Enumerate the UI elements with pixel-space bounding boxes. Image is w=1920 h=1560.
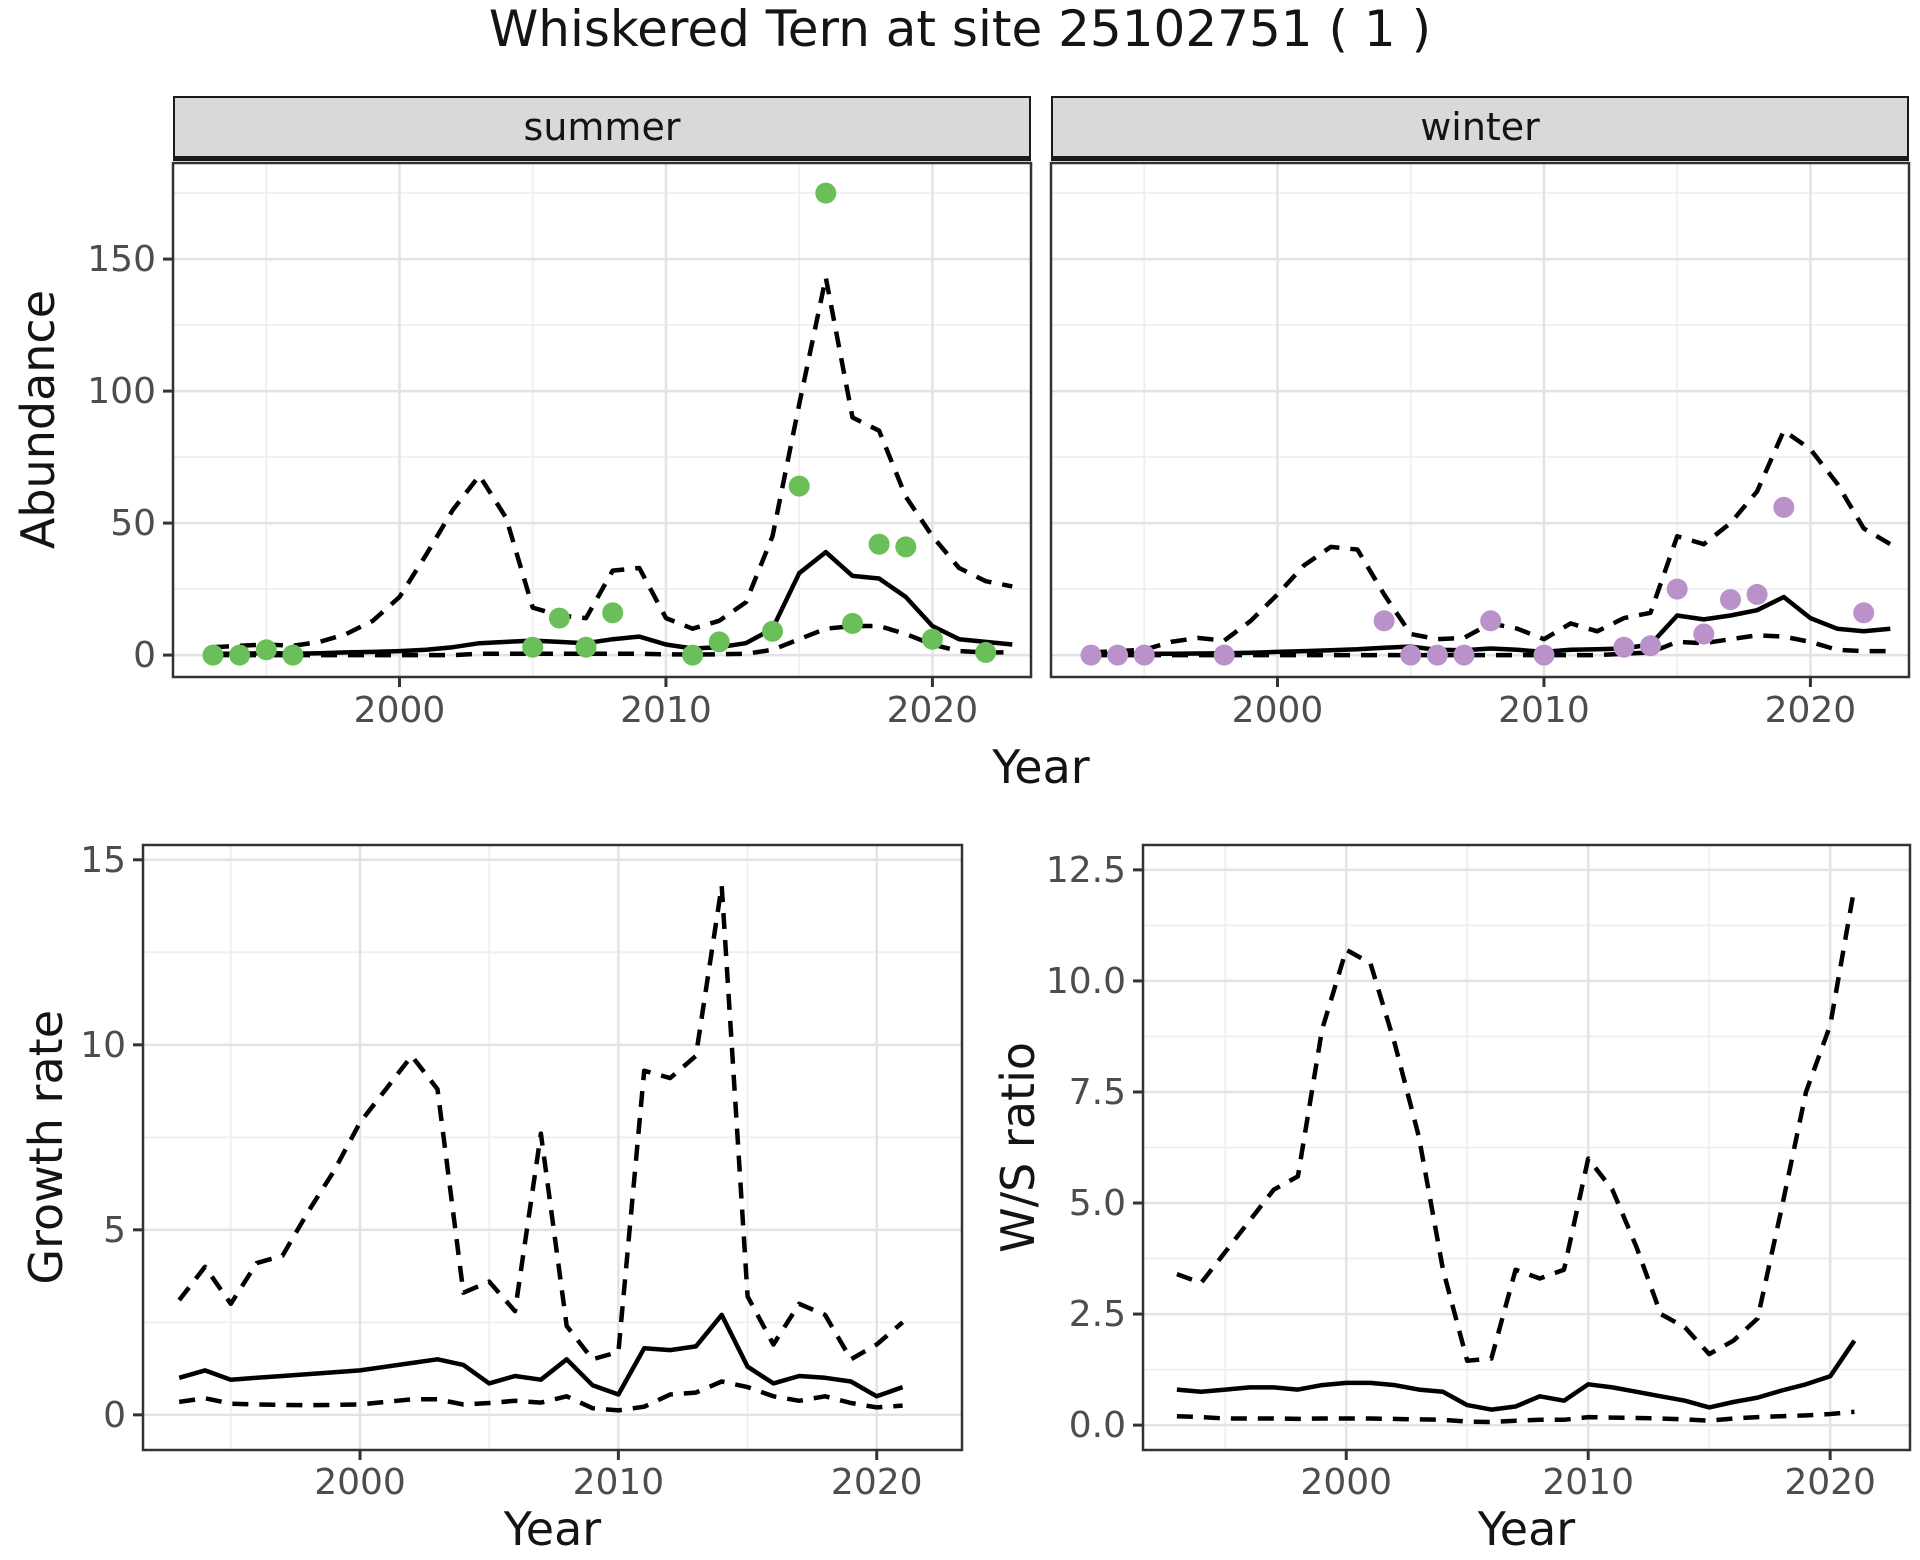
- abundance-summer-observed-point: [522, 636, 544, 658]
- y-tick-label: 15: [80, 840, 126, 881]
- x-tick-label: 2020: [887, 690, 979, 731]
- abundance-summer-observed-point: [868, 533, 890, 555]
- abundance-winter-observed-point: [1853, 602, 1875, 624]
- ws-ratio-lower_95ci-line: [1176, 1409, 1855, 1425]
- y-tick-label: 7.5: [1069, 1072, 1126, 1113]
- x-tick-label: 2000: [1300, 1462, 1392, 1503]
- page-title: Whiskered Tern at site 25102751 ( 1 ): [488, 0, 1432, 58]
- x-tick-label: 2000: [314, 1462, 406, 1503]
- growth-rate-estimate-line: [178, 1312, 904, 1399]
- facet-strip-summer-label: summer: [523, 105, 681, 149]
- y-tick-label: 5: [103, 1210, 126, 1251]
- abundance-summer-observed-point: [762, 620, 783, 642]
- y-tick-label: 0.0: [1069, 1405, 1126, 1446]
- y-tick-label: 10: [80, 1025, 126, 1066]
- abundance-winter-panel-border: [1049, 161, 1911, 679]
- y-tick-label: 150: [87, 239, 156, 280]
- abundance-winter-observed-point: [1133, 644, 1155, 666]
- abundance-winter-observed-point: [1720, 589, 1741, 611]
- abundance-summer-observed-point: [708, 631, 730, 653]
- y-tick-label: 2.5: [1069, 1294, 1126, 1335]
- abundance-winter-observed-point: [1480, 610, 1502, 632]
- abundance-winter-observed-point: [1426, 644, 1448, 666]
- ws-ratio-axis-title: W/S ratio: [991, 1042, 1045, 1253]
- abundance-winter-observed-point: [1773, 496, 1795, 518]
- y-tick-label: 0: [103, 1395, 126, 1436]
- abundance-summer-observed-point: [255, 639, 277, 661]
- y-tick-label: 5.0: [1069, 1183, 1126, 1224]
- abundance-summer-upper_95ci-line: [212, 275, 1013, 650]
- abundance-winter-observed-point: [1613, 636, 1635, 658]
- bottom-left-year-axis-title: Year: [503, 1502, 602, 1556]
- abundance-winter-observed-point: [1213, 644, 1235, 666]
- abundance-summer-observed-point: [842, 612, 863, 634]
- facet-strip-summer: summer: [173, 96, 1031, 161]
- facet-strip-winter: winter: [1051, 96, 1909, 161]
- x-tick-label: 2000: [354, 690, 446, 731]
- y-tick-label: 50: [110, 503, 156, 544]
- abundance-summer-observed-point: [975, 641, 997, 663]
- abundance-winter-observed-point: [1533, 644, 1555, 666]
- x-tick-label: 2020: [1784, 1462, 1876, 1503]
- abundance-winter-observed-point: [1693, 623, 1715, 645]
- growth-rate-panel-border: [141, 843, 964, 1452]
- abundance-winter-observed-point: [1666, 578, 1688, 600]
- abundance-winter-observed-point: [1080, 644, 1102, 666]
- bottom-right-year-axis-title: Year: [1477, 1502, 1576, 1556]
- abundance-winter-observed-point: [1453, 644, 1475, 666]
- abundance-winter-observed-point: [1107, 644, 1129, 666]
- abundance-winter-observed-point: [1400, 644, 1422, 666]
- x-tick-label: 2020: [831, 1462, 923, 1503]
- abundance-summer-estimate-line: [213, 549, 1013, 657]
- x-tick-label: 2010: [573, 1462, 665, 1503]
- abundance-winter-observed-point: [1746, 583, 1768, 605]
- abundance-summer-observed-point: [602, 602, 624, 624]
- abundance-axis-title: Abundance: [11, 290, 65, 550]
- growth-rate-lower_95ci-line: [178, 1379, 903, 1413]
- x-tick-label: 2010: [1498, 690, 1590, 731]
- growth-rate-upper_95ci-line: [177, 883, 905, 1362]
- abundance-summer-observed-point: [682, 644, 704, 666]
- top-year-axis-title: Year: [992, 740, 1090, 794]
- x-tick-label: 2020: [1765, 690, 1857, 731]
- y-tick-label: 100: [87, 371, 156, 412]
- abundance-summer-observed-point: [921, 628, 943, 650]
- facet-strip-winter-label: winter: [1420, 105, 1540, 149]
- abundance-summer-observed-point: [229, 644, 251, 666]
- x-tick-label: 2000: [1232, 690, 1324, 731]
- abundance-summer-observed-point: [548, 607, 570, 629]
- abundance-summer-observed-point: [815, 182, 837, 204]
- abundance-summer-observed-point: [575, 636, 597, 658]
- x-tick-label: 2010: [620, 690, 712, 731]
- ws-ratio-panel-border: [1141, 843, 1912, 1452]
- y-tick-label: 0: [133, 635, 156, 676]
- abundance-summer-observed-point: [895, 536, 917, 558]
- x-tick-label: 2010: [1542, 1462, 1634, 1503]
- abundance-summer-observed-point: [788, 475, 810, 497]
- ws-ratio-estimate-line: [1176, 1339, 1857, 1412]
- abundance-winter-observed-point: [1640, 635, 1661, 657]
- abundance-summer-observed-point: [282, 644, 304, 666]
- abundance-summer-observed-point: [202, 644, 224, 666]
- y-tick-label: 10.0: [1046, 961, 1126, 1002]
- abundance-winter-observed-point: [1373, 610, 1395, 632]
- y-tick-label: 12.5: [1046, 850, 1126, 891]
- abundance-summer-panel-border: [171, 161, 1033, 679]
- ws-ratio-upper_95ci-line: [1176, 887, 1857, 1363]
- growth-rate-axis-title: Growth rate: [19, 1010, 73, 1285]
